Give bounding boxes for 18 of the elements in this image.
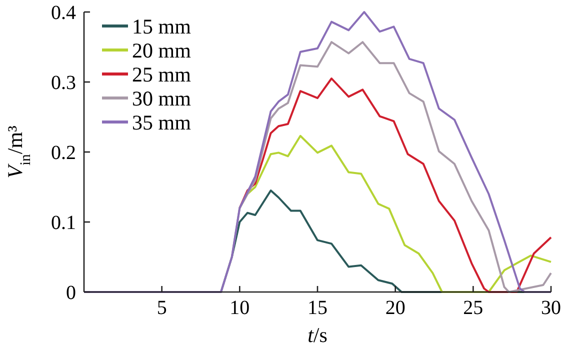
legend-label: 25 mm	[132, 62, 191, 86]
x-tick-label: 10	[230, 297, 250, 319]
y-tick-label: 0.2	[51, 142, 76, 164]
legend-label: 15 mm	[132, 14, 191, 38]
x-tick-label: 15	[308, 297, 328, 319]
legend-label: 20 mm	[132, 38, 191, 62]
line-series	[238, 78, 552, 293]
legend-label: 35 mm	[132, 110, 191, 134]
x-tick-label: 5	[156, 297, 167, 319]
x-axis-title: t/s	[308, 323, 328, 347]
y-tick-label: 0	[66, 282, 76, 304]
legend-label: 30 mm	[132, 86, 191, 110]
x-tick-label: 30	[541, 297, 561, 319]
y-tick-label: 0.4	[51, 2, 76, 24]
x-tick-label: 20	[385, 297, 406, 319]
y-tick-label: 0.3	[51, 72, 76, 94]
x-tick-label: 25	[463, 297, 484, 319]
y-tick-label: 0.1	[51, 212, 76, 234]
